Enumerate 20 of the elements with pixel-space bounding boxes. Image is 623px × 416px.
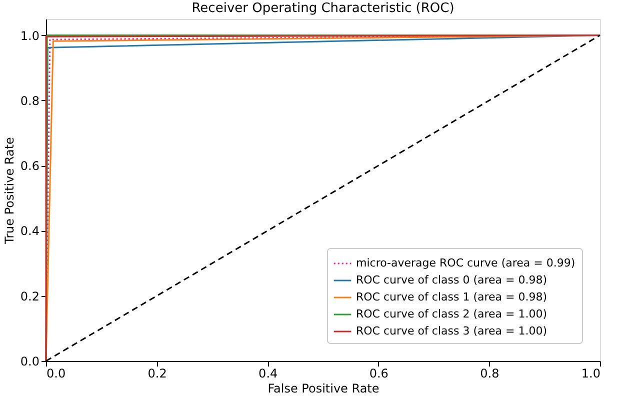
x-tick-label: 0.2 [148, 366, 167, 380]
y-tick-label: 0.8 [20, 94, 40, 108]
x-tick-label: 0.4 [258, 366, 278, 380]
y-tick-label: 0.4 [20, 224, 40, 238]
y-tick-label: 0.6 [20, 159, 40, 174]
y-axis-title: True Positive Rate [2, 137, 16, 245]
y-tick-label: 0.2 [20, 289, 40, 304]
x-tick-label: 0.8 [480, 366, 500, 380]
legend-label: micro-average ROC curve (area = 0.99) [356, 256, 576, 270]
y-tick-label: 0.0 [20, 354, 40, 368]
y-tick-label: 1.0 [20, 28, 40, 43]
x-axis-title: False Positive Rate [268, 382, 380, 396]
legend-label: ROC curve of class 3 (area = 1.00) [356, 324, 548, 338]
x-tick-label: 1.0 [581, 366, 600, 380]
legend-label: ROC curve of class 1 (area = 0.98) [356, 290, 548, 304]
chart-title: Receiver Operating Characteristic (ROC) [192, 1, 454, 16]
x-tick-label: 0.6 [369, 366, 388, 380]
x-tick-label: 0.0 [46, 366, 66, 380]
legend-label: ROC curve of class 0 (area = 0.98) [356, 274, 548, 286]
legend-label: ROC curve of class 2 (area = 1.00) [356, 308, 548, 320]
